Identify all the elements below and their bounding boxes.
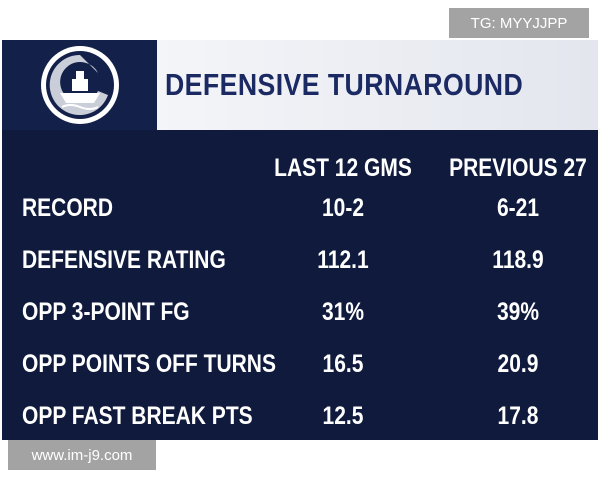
stat-value: 6-21 — [496, 194, 540, 222]
column-header: PREVIOUS 27 — [449, 154, 587, 182]
row-label: OPP FAST BREAK PTS — [22, 402, 253, 430]
stat-value: 16.5 — [322, 350, 364, 378]
logo-box — [2, 40, 157, 130]
stat-value: 17.8 — [497, 402, 539, 430]
row-label: RECORD — [22, 194, 114, 222]
stat-value: 112.1 — [317, 246, 369, 274]
stat-value: 39% — [496, 298, 540, 326]
stat-value: 20.9 — [497, 350, 539, 378]
stat-value: 12.5 — [322, 402, 364, 430]
stat-value: 118.9 — [492, 246, 544, 274]
row-label: OPP POINTS OFF TURNS — [22, 350, 276, 378]
row-label: OPP 3-POINT FG — [22, 298, 190, 326]
watermark: TG: MYYJJPP — [449, 8, 589, 38]
stat-value: 31% — [321, 298, 365, 326]
title: DEFENSIVE TURNAROUND — [165, 67, 524, 102]
team-logo — [40, 46, 119, 124]
title-band: DEFENSIVE TURNAROUND — [157, 40, 598, 130]
stat-graphic: DEFENSIVE TURNAROUND LAST 12 GMS PREVIOUS… — [2, 40, 598, 440]
watermark: www.im-j9.com — [8, 440, 156, 470]
row-label: DEFENSIVE RATING — [22, 246, 226, 274]
stat-value: 10-2 — [321, 194, 365, 222]
column-header: LAST 12 GMS — [274, 154, 412, 182]
